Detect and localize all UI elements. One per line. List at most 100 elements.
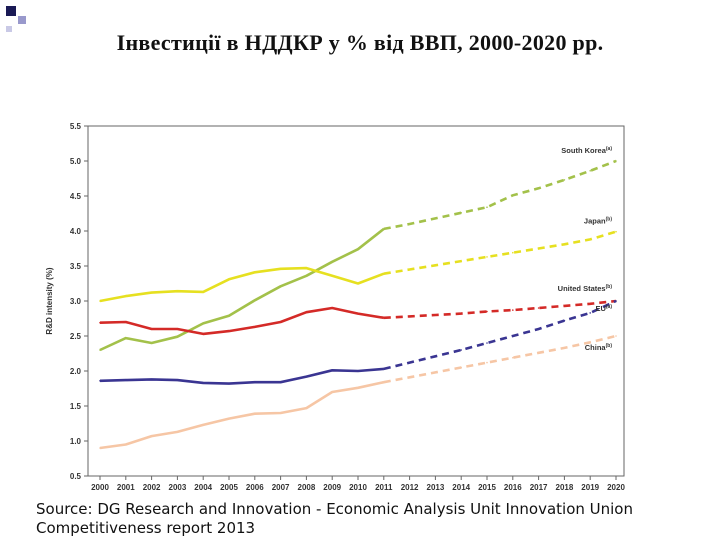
data-point-japan <box>357 282 359 285</box>
series-label-note: (a) <box>606 146 612 152</box>
data-point-south-korea <box>202 322 204 325</box>
x-tick-label: 2019 <box>581 483 599 492</box>
x-tick-label: 2010 <box>349 483 367 492</box>
data-point-japan <box>486 256 488 258</box>
data-point-eu <box>99 380 101 382</box>
data-point-united-states <box>460 312 463 315</box>
data-point-japan <box>615 230 617 233</box>
data-point-south-korea <box>408 223 411 225</box>
data-point-south-korea <box>305 275 308 277</box>
data-point-united-states <box>99 321 101 324</box>
data-point-japan <box>383 272 385 275</box>
data-point-japan <box>99 300 101 302</box>
y-tick-label: 1.5 <box>70 402 82 411</box>
series-projection-japan <box>383 230 617 275</box>
data-point-eu <box>486 342 488 344</box>
series-label-japan: Japan(b) <box>584 217 612 226</box>
data-point-eu <box>434 355 437 358</box>
data-point-japan <box>589 238 591 241</box>
data-point-united-states <box>150 328 153 330</box>
series-projection-eu <box>383 299 617 371</box>
data-point-japan <box>150 291 153 294</box>
series-line-eu <box>99 367 384 385</box>
data-point-united-states <box>563 305 566 307</box>
data-point-united-states <box>305 311 308 313</box>
data-point-south-korea <box>331 261 334 263</box>
data-point-south-korea <box>589 170 591 172</box>
data-point-south-korea <box>512 194 514 197</box>
data-point-south-korea <box>460 212 463 214</box>
x-tick-label: 2001 <box>117 483 135 492</box>
data-point-china <box>125 443 127 446</box>
data-point-south-korea <box>537 187 540 190</box>
series-line-south-korea <box>99 227 385 352</box>
data-point-china <box>357 387 359 389</box>
series-projection-south-korea <box>383 159 617 231</box>
data-point-united-states <box>254 326 256 328</box>
series-line-united-states <box>99 306 385 336</box>
x-tick-label: 2016 <box>504 483 522 492</box>
data-point-japan <box>563 243 566 246</box>
data-point-south-korea <box>228 314 230 317</box>
data-point-china <box>305 407 308 409</box>
y-tick-label: 1.0 <box>70 437 82 446</box>
y-tick-label: 2.5 <box>70 332 82 341</box>
data-point-eu <box>150 378 153 381</box>
y-tick-label: 4.5 <box>70 192 82 201</box>
data-point-china <box>408 376 411 379</box>
data-point-japan <box>408 268 411 271</box>
data-point-japan <box>202 291 204 293</box>
data-point-eu <box>331 369 334 372</box>
x-tick-label: 2002 <box>143 483 161 492</box>
series-label-south-korea: South Korea(a) <box>561 146 612 155</box>
y-tick-label: 3.5 <box>70 262 82 271</box>
data-point-china <box>434 371 437 374</box>
data-point-united-states <box>383 317 385 319</box>
x-tick-label: 2009 <box>323 483 341 492</box>
x-tick-label: 2011 <box>375 483 393 492</box>
data-point-south-korea <box>254 299 256 302</box>
data-point-china <box>537 352 540 354</box>
data-point-eu <box>383 368 385 370</box>
x-tick-label: 2012 <box>401 483 419 492</box>
data-point-eu <box>228 382 230 385</box>
data-point-south-korea <box>486 206 488 208</box>
data-point-eu <box>176 379 179 381</box>
y-tick-label: 5.5 <box>70 122 82 131</box>
data-point-japan <box>331 275 334 277</box>
data-point-south-korea <box>125 337 127 339</box>
x-tick-label: 2006 <box>246 483 264 492</box>
data-point-south-korea <box>383 228 385 230</box>
data-point-south-korea <box>563 179 566 181</box>
x-tick-label: 2004 <box>194 483 212 492</box>
data-point-china <box>615 335 617 337</box>
data-point-united-states <box>537 307 540 309</box>
data-point-eu <box>589 312 591 314</box>
x-tick-label: 2000 <box>91 483 109 492</box>
data-point-china <box>176 431 179 433</box>
data-point-china <box>512 356 514 359</box>
data-point-south-korea <box>615 160 617 162</box>
series-label-note: (b) <box>606 343 613 349</box>
data-point-eu <box>408 361 411 364</box>
data-point-south-korea <box>279 285 282 288</box>
rd-intensity-chart: 0.5 1.0 1.5 2.0 2.5 3.0 3.5 4.0 4.5 5.0 5.5 2000 200… <box>45 122 625 492</box>
slide-bullet-decoration <box>6 6 26 32</box>
data-point-south-korea <box>99 349 101 351</box>
data-point-china <box>202 424 204 426</box>
data-point-china <box>589 341 591 344</box>
data-point-eu <box>512 335 514 337</box>
series-label-note: (b) <box>606 284 613 290</box>
data-point-united-states <box>228 330 230 332</box>
x-tick-label: 2018 <box>556 483 574 492</box>
data-point-china <box>460 366 463 369</box>
data-point-japan <box>434 264 437 267</box>
data-point-united-states <box>434 314 437 316</box>
series-projection-china <box>383 334 617 384</box>
data-point-china <box>228 417 230 420</box>
data-point-united-states <box>408 315 411 318</box>
data-point-eu <box>305 375 308 378</box>
data-point-united-states <box>202 333 204 335</box>
data-point-united-states <box>512 309 514 311</box>
x-tick-label: 2015 <box>478 483 496 492</box>
